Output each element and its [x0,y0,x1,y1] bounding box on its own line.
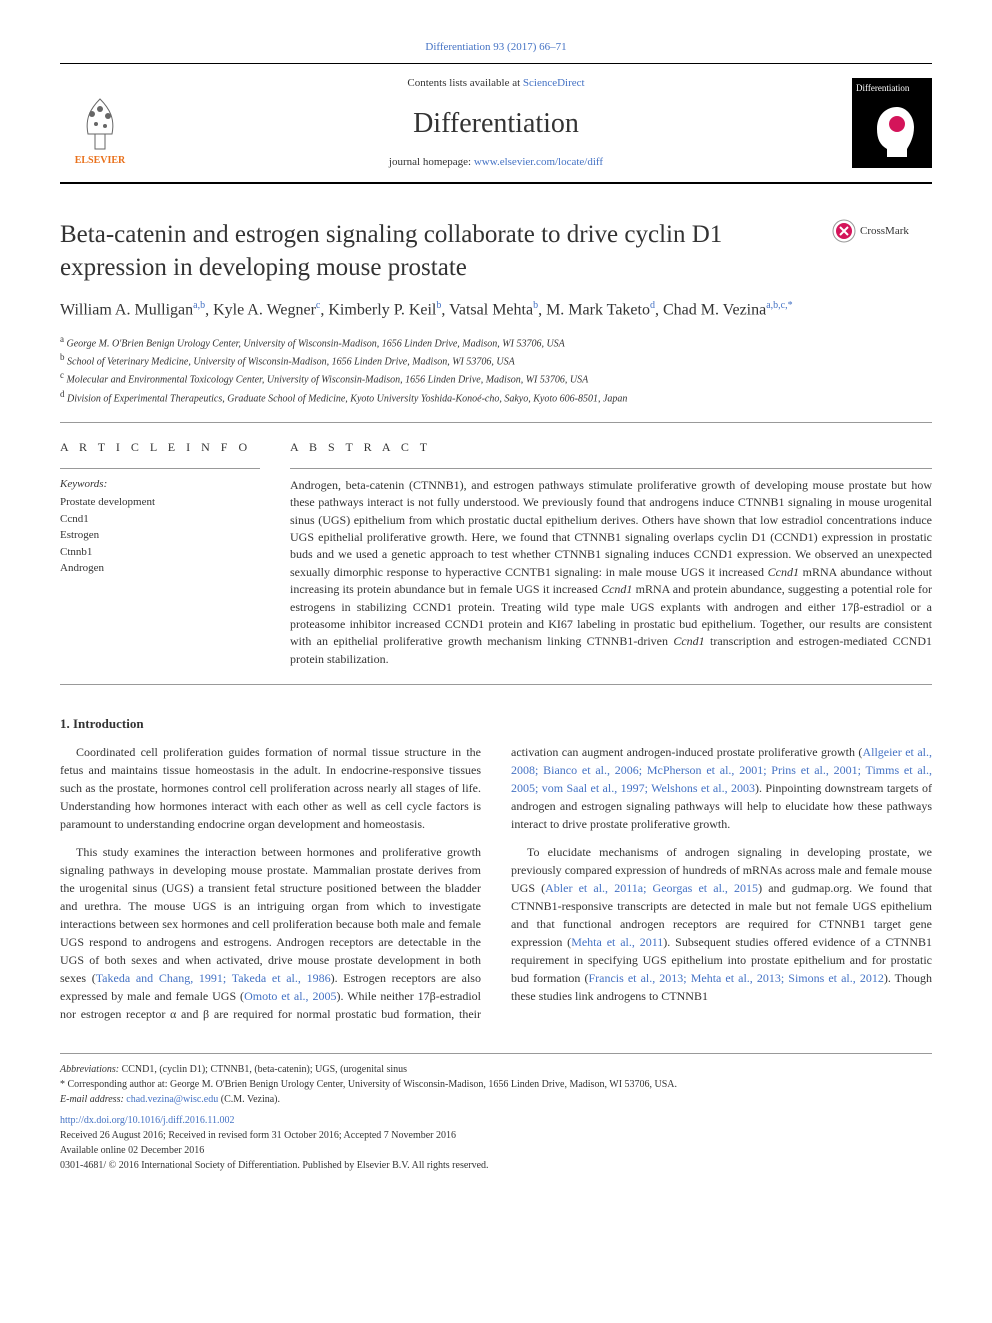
abstract-column: A B S T R A C T Androgen, beta-catenin (… [290,439,932,668]
body-paragraph: Coordinated cell proliferation guides fo… [60,743,481,833]
email-line: E-mail address: chad.vezina@wisc.edu (C.… [60,1092,932,1107]
abstract-heading: A B S T R A C T [290,439,932,456]
abbrev-label: Abbreviations: [60,1064,119,1075]
keyword-item: Estrogen [60,527,260,544]
affiliations-list: a George M. O'Brien Benign Urology Cente… [60,333,932,406]
body-paragraph: To elucidate mechanisms of androgen sign… [511,843,932,1005]
article-title: Beta-catenin and estrogen signaling coll… [60,219,932,284]
abstract-divider [290,468,932,469]
sciencedirect-link[interactable]: ScienceDirect [523,77,585,89]
crossmark-badge[interactable]: CrossMark [832,219,932,243]
elsevier-tree-icon [70,94,130,154]
received-line: Received 26 August 2016; Received in rev… [60,1128,932,1143]
keyword-item: Ctnnb1 [60,544,260,561]
crossmark-label: CrossMark [860,224,909,239]
affiliation-item: c Molecular and Environmental Toxicology… [60,369,932,387]
email-label: E-mail address: [60,1094,126,1105]
authors-list: William A. Mulligana,b, Kyle A. Wegnerc,… [60,298,932,322]
keyword-item: Prostate development [60,494,260,511]
affiliation-item: d Division of Experimental Therapeutics,… [60,388,932,406]
journal-reference: Differentiation 93 (2017) 66–71 [60,40,932,55]
contents-available-line: Contents lists available at ScienceDirec… [140,76,852,91]
elsevier-logo: ELSEVIER [60,78,140,168]
introduction-heading: 1. Introduction [60,715,932,733]
journal-name: Differentiation [140,104,852,143]
journal-ref-link[interactable]: Differentiation 93 (2017) 66–71 [425,41,566,53]
body-section: 1. Introduction Coordinated cell prolife… [60,715,932,1023]
info-divider [60,468,260,469]
article-info-heading: A R T I C L E I N F O [60,439,260,456]
journal-header: ELSEVIER Contents lists available at Sci… [60,63,932,184]
keywords-list: Prostate developmentCcnd1EstrogenCtnnb1A… [60,494,260,577]
body-columns: Coordinated cell proliferation guides fo… [60,743,932,1023]
diff-logo-label: Differentiation [856,82,928,95]
title-section: CrossMark Beta-catenin and estrogen sign… [60,219,932,406]
differentiation-cover-logo: Differentiation [852,78,932,168]
divider-rule-2 [60,684,932,685]
keywords-label: Keywords: [60,477,260,492]
keyword-item: Androgen [60,560,260,577]
doi-link[interactable]: http://dx.doi.org/10.1016/j.diff.2016.11… [60,1113,932,1128]
crossmark-icon [832,219,856,243]
page-container: Differentiation 93 (2017) 66–71 ELSEVIER… [0,0,992,1213]
email-link[interactable]: chad.vezina@wisc.edu [126,1094,218,1105]
differentiation-head-icon [862,99,922,159]
affiliation-item: b School of Veterinary Medicine, Univers… [60,351,932,369]
corresponding-author: * Corresponding author at: George M. O'B… [60,1077,932,1092]
abbrev-text: CCND1, (cyclin D1); CTNNB1, (beta-cateni… [119,1064,407,1075]
divider-rule [60,422,932,423]
email-suffix: (C.M. Vezina). [218,1094,280,1105]
available-line: Available online 02 December 2016 [60,1143,932,1158]
abbreviations-line: Abbreviations: CCND1, (cyclin D1); CTNNB… [60,1062,932,1077]
homepage-link[interactable]: www.elsevier.com/locate/diff [474,156,603,168]
elsevier-label: ELSEVIER [75,154,126,168]
affiliation-item: a George M. O'Brien Benign Urology Cente… [60,333,932,351]
contents-pre-text: Contents lists available at [407,77,522,89]
homepage-pre-text: journal homepage: [389,156,474,168]
keyword-item: Ccnd1 [60,511,260,528]
footer: Abbreviations: CCND1, (cyclin D1); CTNNB… [60,1053,932,1173]
copyright-line: 0301-4681/ © 2016 International Society … [60,1158,932,1173]
header-center: Contents lists available at ScienceDirec… [140,76,852,170]
abstract-text: Androgen, beta-catenin (CTNNB1), and est… [290,477,932,668]
homepage-line: journal homepage: www.elsevier.com/locat… [140,155,852,170]
article-info-column: A R T I C L E I N F O Keywords: Prostate… [60,439,260,668]
info-abstract-row: A R T I C L E I N F O Keywords: Prostate… [60,439,932,668]
